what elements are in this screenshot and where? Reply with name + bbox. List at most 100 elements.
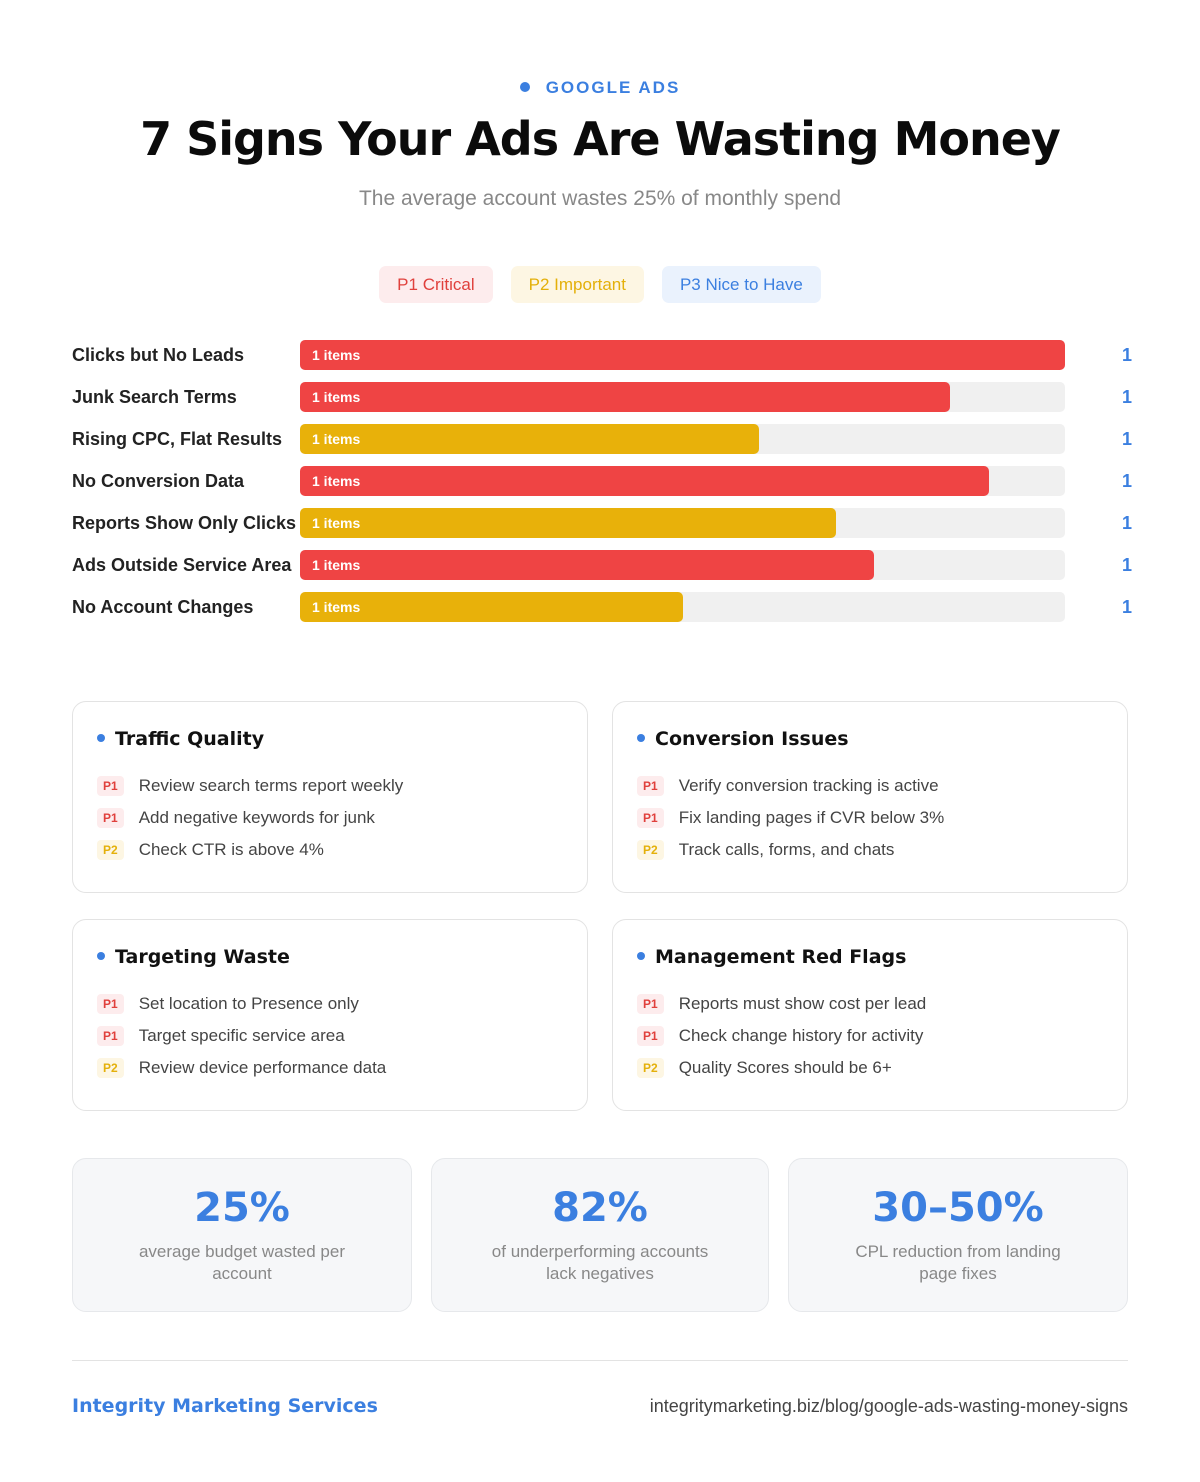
card-title: Conversion Issues [637, 728, 1103, 750]
checklist-item: P2 Review device performance data [97, 1052, 563, 1084]
card-title: Traffic Quality [97, 728, 563, 750]
stat-value: 82% [552, 1185, 648, 1231]
checklist-item: P1 Fix landing pages if CVR below 3% [637, 802, 1103, 834]
priority-tag: P2 [637, 1058, 664, 1078]
bar-row: Rising CPC, Flat Results 1 items 1 [72, 424, 1132, 454]
checklist-item: P1 Check change history for activity [637, 1020, 1103, 1052]
subtitle: The average account wastes 25% of monthl… [358, 187, 842, 210]
bar-label: No Account Changes [72, 597, 254, 617]
count: 1 [1121, 428, 1132, 449]
card-title: Management Red Flags [637, 946, 1103, 968]
checklist-item: P2 Check CTR is above 4% [97, 834, 563, 866]
bar-track: 1 items [300, 466, 1065, 496]
bar: 1 items [300, 424, 759, 454]
item-text: Quality Scores should be 6+ [678, 1058, 892, 1077]
item-text: Target specific service area [138, 1026, 345, 1045]
count: 1 [1121, 596, 1132, 617]
bar: 1 items [300, 382, 951, 412]
count: 1 [1121, 470, 1132, 491]
bar-text: 1 items [312, 389, 361, 405]
count: 1 [1121, 344, 1132, 365]
priority-tag: P1 [97, 1026, 124, 1046]
item-text: Review search terms report weekly [138, 776, 404, 795]
stat-label: CPL reduction from landing page fixes [855, 1242, 1061, 1283]
priority-tag: P1 [637, 1026, 664, 1046]
bar-chart: Clicks but No Leads 1 items 1 Junk Search T… [72, 340, 1132, 634]
bar-track: 1 items [300, 508, 1065, 538]
title: 7 Signs Your Ads Are Wasting Money [140, 112, 1061, 166]
bar-row: Junk Search Terms 1 items 1 [72, 382, 1132, 412]
bar-text: 1 items [312, 515, 361, 531]
checklist-item: P1 Target specific service area [97, 1020, 563, 1052]
bar-row: No Account Changes 1 items 1 [72, 592, 1132, 622]
priority-tag: P2 [637, 840, 664, 860]
checklist-item: P1 Review search terms report weekly [97, 770, 563, 802]
brand: Integrity Marketing Services [72, 1395, 378, 1417]
bar-text: 1 items [312, 557, 361, 573]
checklist-item: P1 Set location to Presence only [97, 988, 563, 1020]
bar-row: Reports Show Only Clicks 1 items 1 [72, 508, 1132, 538]
bar-row: Clicks but No Leads 1 items 1 [72, 340, 1132, 370]
card: Targeting Waste P1 Set location to Presenc… [72, 919, 588, 1111]
bar-track: 1 items [300, 550, 1065, 580]
item-text: Review device performance data [138, 1058, 387, 1077]
bar-label: No Conversion Data [72, 471, 245, 491]
item-text: Verify conversion tracking is active [678, 776, 939, 795]
legend-pill: P3 Nice to Have [661, 266, 821, 303]
bar-track: 1 items [300, 592, 1065, 622]
priority-tag: P1 [637, 776, 664, 796]
bar-text: 1 items [312, 599, 361, 615]
stat-card: 25% average budget wasted per account [72, 1158, 412, 1312]
card: Management Red Flags P1 Reports must show … [612, 919, 1128, 1111]
stat-label: of underperforming accounts lack negativ… [491, 1242, 709, 1283]
card: Traffic Quality P1 Review search terms rep… [72, 701, 588, 893]
bar: 1 items [300, 466, 989, 496]
bar-track: 1 items [300, 382, 1065, 412]
priority-tag: P2 [97, 840, 124, 860]
stat-label: average budget wasted per account [138, 1242, 346, 1283]
bar-row: No Conversion Data 1 items 1 [72, 466, 1132, 496]
legend-pill: P1 Critical [379, 266, 493, 303]
checklist-item: P2 Track calls, forms, and chats [637, 834, 1103, 866]
checklist-item: P1 Verify conversion tracking is active [637, 770, 1103, 802]
bar-label: Clicks but No Leads [72, 345, 245, 365]
item-text: Set location to Presence only [138, 994, 359, 1013]
checklist-item: P1 Add negative keywords for junk [97, 802, 563, 834]
bar-track: 1 items [300, 340, 1065, 370]
bar-label: Ads Outside Service Area [72, 555, 292, 575]
item-text: Check CTR is above 4% [138, 840, 324, 859]
divider [72, 1360, 1128, 1361]
priority-tag: P1 [97, 994, 124, 1014]
checklist-item: P1 Reports must show cost per lead [637, 988, 1103, 1020]
bar: 1 items [300, 340, 1065, 370]
bar: 1 items [300, 592, 683, 622]
bar-track: 1 items [300, 424, 1065, 454]
eyebrow: GOOGLE ADS [0, 78, 1200, 98]
stat-value: 25% [194, 1185, 290, 1231]
bar-text: 1 items [312, 347, 361, 363]
checklist-item: P2 Quality Scores should be 6+ [637, 1052, 1103, 1084]
stat-card: 30–50% CPL reduction from landing page fi… [788, 1158, 1128, 1312]
item-text: Reports must show cost per lead [678, 994, 927, 1013]
count: 1 [1121, 554, 1132, 575]
item-text: Add negative keywords for junk [138, 808, 375, 827]
bar: 1 items [300, 550, 874, 580]
bar-label: Reports Show Only Clicks [72, 513, 297, 533]
card-title: Targeting Waste [97, 946, 563, 968]
bar-label: Junk Search Terms [72, 387, 237, 407]
stat-value: 30–50% [872, 1185, 1044, 1231]
bar-row: Ads Outside Service Area 1 items 1 [72, 550, 1132, 580]
count: 1 [1121, 386, 1132, 407]
item-text: Fix landing pages if CVR below 3% [678, 808, 945, 827]
item-text: Check change history for activity [678, 1026, 924, 1045]
bar: 1 items [300, 508, 836, 538]
priority-tag: P2 [97, 1058, 124, 1078]
priority-tag: P1 [97, 776, 124, 796]
legend-pill: P2 Important [510, 266, 644, 303]
url: integritymarketing.biz/blog/google-ads-w… [649, 1396, 1128, 1416]
bar-text: 1 items [312, 473, 361, 489]
priority-tag: P1 [637, 994, 664, 1014]
card: Conversion Issues P1 Verify conversion tra… [612, 701, 1128, 893]
priority-tag: P1 [637, 808, 664, 828]
